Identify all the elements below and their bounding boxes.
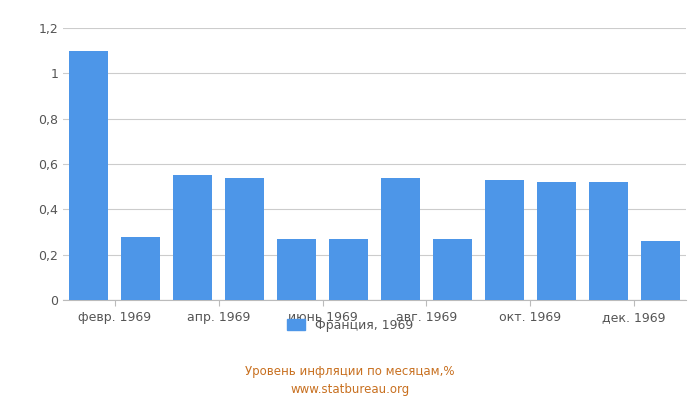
Bar — [225, 178, 264, 300]
Bar — [589, 182, 628, 300]
Text: www.statbureau.org: www.statbureau.org — [290, 384, 410, 396]
Bar — [121, 236, 160, 300]
Bar — [433, 239, 472, 300]
Bar — [485, 180, 524, 300]
Text: Уровень инфляции по месяцам,%: Уровень инфляции по месяцам,% — [245, 366, 455, 378]
Bar — [537, 182, 575, 300]
Bar — [277, 239, 316, 300]
Bar — [69, 51, 108, 300]
Legend: Франция, 1969: Франция, 1969 — [286, 319, 414, 332]
Bar — [640, 241, 680, 300]
Bar — [329, 239, 368, 300]
Bar — [381, 178, 420, 300]
Bar — [174, 175, 212, 300]
